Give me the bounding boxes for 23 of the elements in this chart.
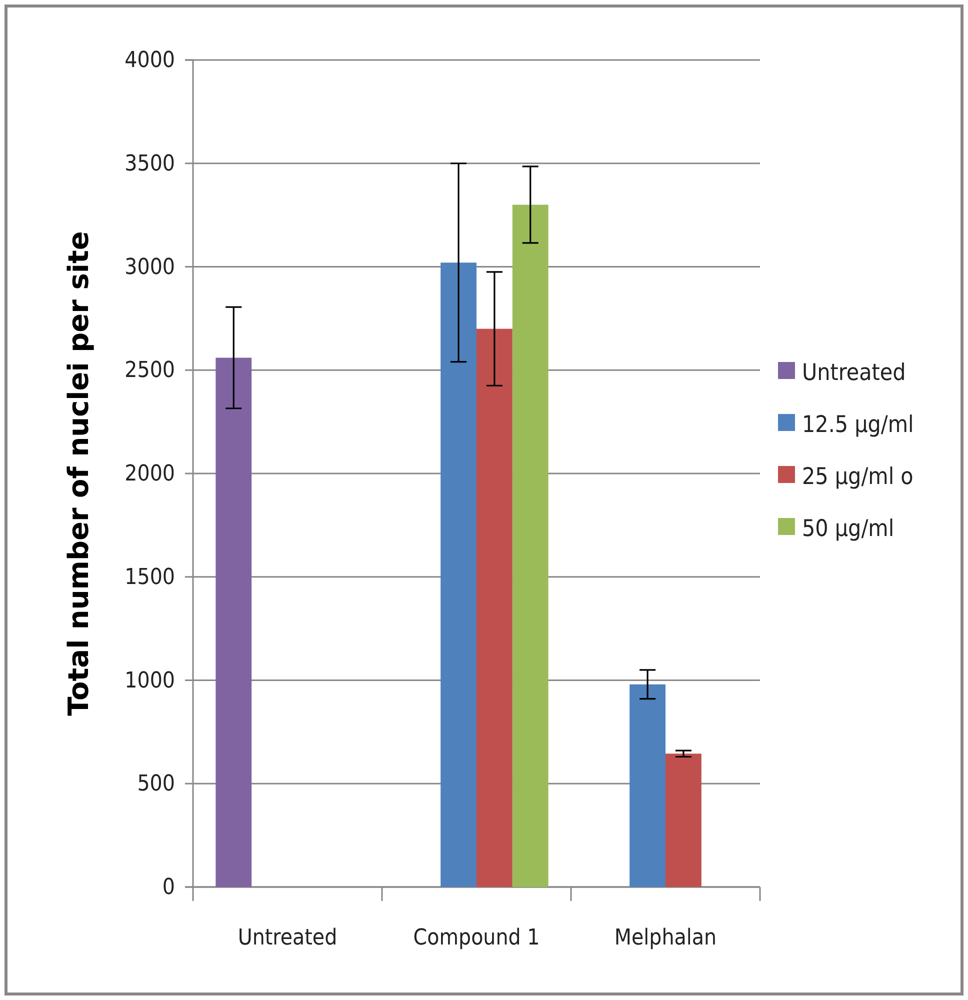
- y-tick-label: 0: [162, 875, 175, 900]
- bar: [512, 204, 548, 887]
- bar: [216, 358, 252, 887]
- bar: [440, 262, 476, 887]
- bar: [476, 328, 512, 887]
- y-tick-label: 4000: [124, 48, 175, 74]
- y-tick-label: 3500: [124, 151, 175, 176]
- legend-label: Untreated: [802, 360, 906, 386]
- y-tick-label: 1500: [124, 564, 175, 590]
- legend-label: 12.5 µg/ml: [802, 412, 914, 438]
- y-axis-title: Total number of nuclei per site: [62, 231, 95, 716]
- y-tick-label: 500: [137, 772, 175, 797]
- y-tick-label: 2500: [124, 358, 175, 384]
- x-tick-label: Untreated: [238, 926, 338, 951]
- y-tick-label: 1000: [124, 668, 175, 694]
- y-tick-label: 2000: [124, 462, 175, 487]
- x-tick-label: Melphalan: [614, 926, 717, 951]
- bar: [630, 684, 666, 887]
- y-tick-label: 3000: [124, 254, 175, 280]
- legend-label: 50 µg/ml: [802, 516, 894, 542]
- bar: [666, 754, 702, 887]
- legend-label: 25 µg/ml o: [802, 464, 914, 490]
- x-tick-label: Compound 1: [413, 926, 540, 951]
